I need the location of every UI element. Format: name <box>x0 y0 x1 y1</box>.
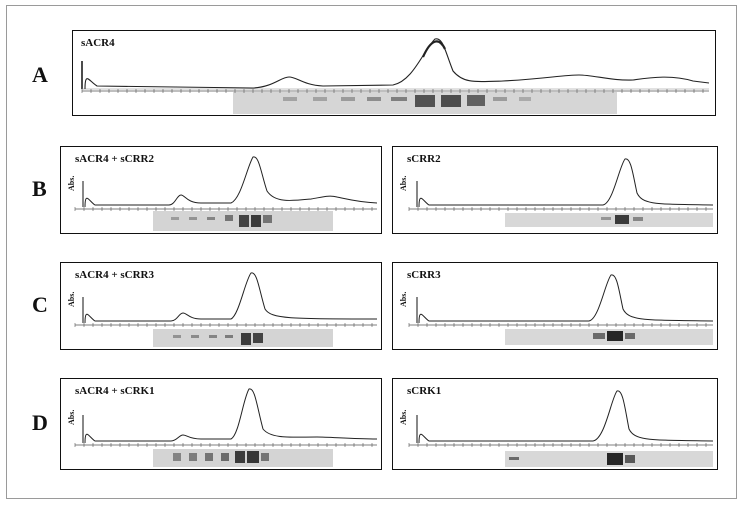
panel-a-title: sACR4 <box>81 37 115 49</box>
panel-c-right-title: sCRR3 <box>407 269 441 281</box>
panel-b-right: sCRR2 Abs. <box>392 146 718 234</box>
panel-d-right-title: sCRK1 <box>407 385 442 397</box>
panel-b-left-gel-band <box>251 215 261 227</box>
panel-c-left-trace <box>84 272 378 324</box>
panel-b-left-gel-band <box>207 217 215 220</box>
panel-d-right-trace <box>418 390 714 444</box>
panel-d-left-gel-band <box>235 451 245 463</box>
panel-a-trace <box>84 38 710 90</box>
panel-b-right-gel-band <box>615 215 629 224</box>
panel-d-left-title: sACR4 + sCRK1 <box>75 385 155 397</box>
panel-b-left-gel-band <box>239 215 249 227</box>
panel-d-left-gel-band <box>189 453 197 461</box>
panel-d-right-gel-band <box>607 453 623 465</box>
panel-d-left-gel-band <box>173 453 181 461</box>
panel-d-left-gel-band <box>247 451 259 463</box>
panel-c-right-gel-band <box>607 331 623 341</box>
panel-d-left-chromatogram <box>74 388 378 467</box>
panel-c-left-gel-band <box>191 335 199 338</box>
panel-d-left-gel-band <box>221 453 229 461</box>
panel-c-right-gel-band <box>625 333 635 339</box>
panel-b-right-trace <box>418 158 714 208</box>
panel-b-left-title: sACR4 + sCRR2 <box>75 153 154 165</box>
panel-b-left-gel-band <box>263 215 272 223</box>
panel-a-gel-band <box>415 95 435 107</box>
row-label-b: B <box>32 176 47 201</box>
panel-c-left-gel-band <box>225 335 233 338</box>
panel-b-left-trace <box>84 156 378 208</box>
panel-a-gel-band <box>391 97 407 101</box>
panel-c-left-gel-band <box>173 335 181 338</box>
panel-c-left-gel-band <box>241 333 251 345</box>
panel-a-gel-band <box>367 97 381 101</box>
panel-a-chromatogram <box>81 38 710 114</box>
panel-b-left-gel-band <box>171 217 179 220</box>
panel-b-left: sACR4 + sCRR2 Abs. <box>60 146 382 234</box>
panel-b-right-chromatogram <box>408 158 714 227</box>
panel-b-right-gel <box>505 213 713 227</box>
panel-c-left-chromatogram <box>74 272 378 347</box>
panel-d-left-gel-band <box>205 453 213 461</box>
panel-a: sACR4 <box>72 30 716 116</box>
row-label-c: C <box>32 292 48 317</box>
panel-d-right-gel-band <box>625 455 635 463</box>
figure-frame <box>6 5 737 499</box>
panel-b-right-title: sCRR2 <box>407 153 441 165</box>
panel-d-left-gel-band <box>261 453 269 461</box>
panel-b-left-gel-band <box>225 215 233 221</box>
panel-a-gel-band <box>341 97 355 101</box>
row-label-a: A <box>32 62 48 87</box>
panel-c-left-gel-band <box>253 333 263 343</box>
panel-d-right-chromatogram <box>408 390 714 467</box>
row-label-d: D <box>32 410 48 435</box>
panel-a-gel-band <box>441 95 461 107</box>
panel-c-left-title: sACR4 + sCRR3 <box>75 269 154 281</box>
panel-b-right-gel-band <box>601 217 611 220</box>
panel-a-gel-band <box>493 97 507 101</box>
panel-d-right: sCRK1 Abs. <box>392 378 718 470</box>
panel-a-gel-band <box>519 97 531 101</box>
panel-c-right-trace <box>418 274 714 324</box>
panel-c-right-gel-band <box>593 333 605 339</box>
panel-c-right: sCRR3 Abs. <box>392 262 718 350</box>
panel-b-left-chromatogram <box>74 156 378 231</box>
panel-c-right-chromatogram <box>408 274 714 345</box>
panel-a-gel-band <box>313 97 327 101</box>
panel-d-right-gel-band <box>509 457 519 460</box>
panel-a-gel-band <box>467 95 485 106</box>
panel-b-right-gel-band <box>633 217 643 221</box>
panel-d-left-trace <box>84 388 378 444</box>
panel-b-left-gel-band <box>189 217 197 220</box>
panel-d-left: sACR4 + sCRK1 Abs. <box>60 378 382 470</box>
panel-a-gel-band <box>283 97 297 101</box>
panel-c-left-gel-band <box>209 335 217 338</box>
panel-c-left: sACR4 + sCRR3 Abs. <box>60 262 382 350</box>
panel-a-trace-peak <box>421 40 446 58</box>
